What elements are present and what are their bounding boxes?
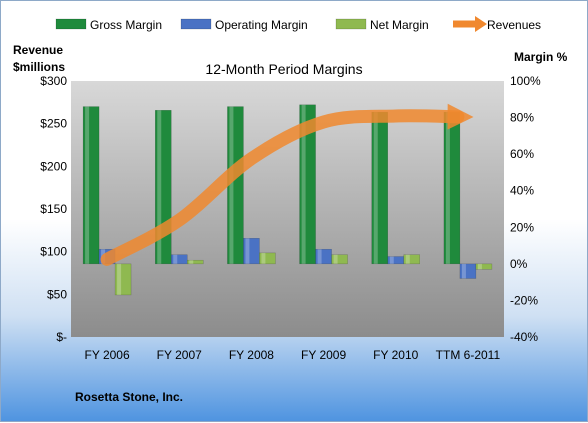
right-axis-label: Margin %	[514, 50, 568, 64]
left-tick-label: $100	[40, 245, 67, 259]
revenue-line	[100, 103, 474, 266]
legend-swatch	[180, 18, 212, 30]
left-tick-label: $250	[40, 117, 67, 131]
right-tick-label: 60%	[510, 147, 534, 161]
bar-highlight	[117, 263, 122, 295]
x-tick-label: FY 2009	[301, 348, 346, 362]
bar-highlight	[245, 238, 250, 264]
bar-gross-margin	[82, 106, 100, 265]
x-axis-ticks: FY 2006 FY 2007 FY 2008 FY 2009 FY 2010 TTM 6…	[85, 348, 501, 362]
x-tick-label: FY 2008	[229, 348, 274, 362]
bar-highlight	[405, 254, 410, 264]
right-tick-label: 20%	[510, 220, 534, 234]
bar-highlight	[301, 104, 306, 264]
x-tick-label: FY 2007	[157, 348, 202, 362]
bar-gross-margin	[299, 104, 316, 265]
bar-highlight	[261, 252, 266, 264]
bar-highlight	[461, 263, 466, 279]
bar-highlight	[477, 263, 482, 270]
bar-highlight	[333, 254, 338, 264]
bar-highlight	[445, 112, 450, 264]
right-tick-label: 100%	[510, 74, 541, 88]
bar-operating-margin	[171, 254, 188, 265]
left-tick-label: $200	[40, 159, 67, 173]
left-tick-label: $300	[40, 74, 67, 88]
bar-net-margin	[187, 259, 204, 265]
left-axis-label-line1: Revenue	[13, 43, 63, 57]
left-tick-label: $-	[56, 330, 67, 344]
bar-net-margin	[259, 252, 276, 265]
legend-label: Revenues	[487, 18, 541, 32]
legend-label: Gross Margin	[90, 18, 162, 32]
right-tick-label: -40%	[510, 330, 538, 344]
right-tick-label: 80%	[510, 111, 534, 125]
bar-operating-margin	[243, 238, 260, 265]
legend-label: Net Margin	[370, 18, 429, 32]
left-tick-label: $150	[40, 202, 67, 216]
x-tick-label: FY 2006	[85, 348, 130, 362]
right-axis-ticks: -40% -20% 0% 20% 40% 60% 80% 100%	[510, 74, 541, 344]
left-axis-ticks: $- $50 $100 $150 $200 $250 $300	[40, 74, 67, 344]
right-tick-label: 0%	[510, 257, 528, 271]
bar-highlight	[85, 106, 90, 264]
legend-label: Operating Margin	[215, 18, 308, 32]
bar-highlight	[317, 249, 322, 264]
bar-highlight	[189, 260, 194, 264]
bar-net-margin	[331, 254, 348, 265]
legend: Gross Margin Operating Margin Net Margin Re…	[55, 16, 541, 32]
bar-net-margin	[114, 263, 132, 296]
bar-highlight	[157, 110, 162, 264]
company-name: Rosetta Stone, Inc.	[75, 390, 183, 404]
bar-net-margin	[403, 254, 420, 265]
bar-net-margin	[475, 263, 493, 270]
x-tick-label: TTM 6-2011	[436, 348, 501, 362]
chart-title: 12-Month Period Margins	[205, 61, 362, 77]
right-tick-label: 40%	[510, 184, 534, 198]
bar-highlight	[373, 112, 378, 264]
left-axis-label-line2: $millions	[13, 60, 65, 74]
plot-area	[71, 81, 504, 337]
bar-operating-margin	[459, 263, 477, 279]
legend-arrow	[475, 16, 487, 32]
revenue-line-layer	[100, 103, 474, 266]
legend-swatch	[335, 18, 367, 30]
right-tick-label: -20%	[510, 293, 538, 307]
bar-highlight	[173, 254, 178, 264]
bar-highlight	[389, 256, 394, 264]
x-tick-label: FY 2010	[373, 348, 418, 362]
legend-swatch	[55, 18, 87, 30]
left-tick-label: $50	[47, 287, 67, 301]
bar-highlight	[229, 106, 234, 264]
